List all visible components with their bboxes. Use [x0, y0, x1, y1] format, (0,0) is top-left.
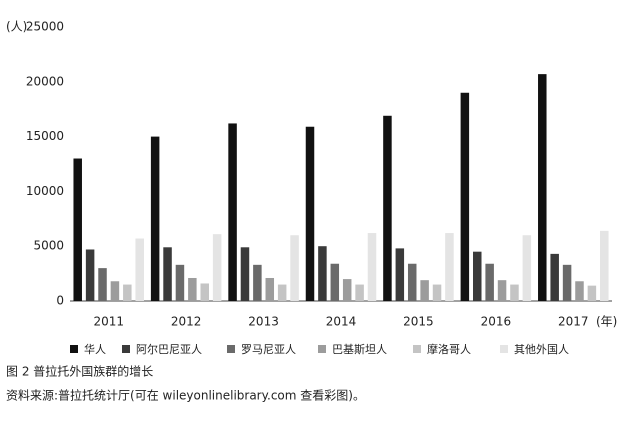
- bar: [228, 123, 237, 301]
- legend-swatch: [227, 345, 235, 353]
- bar: [110, 281, 120, 301]
- y-tick-label: 25000: [26, 20, 64, 34]
- bar: [587, 285, 597, 301]
- bar: [407, 263, 417, 301]
- bar: [600, 230, 609, 301]
- bar: [497, 280, 507, 301]
- legend-swatch: [318, 345, 326, 353]
- bar: [277, 284, 287, 301]
- bar: [135, 238, 144, 301]
- bar: [290, 235, 299, 301]
- x-tick-label: 2011: [93, 315, 124, 329]
- legend-swatch: [500, 345, 508, 353]
- bar: [432, 284, 442, 301]
- legend-label: 其他外国人: [514, 343, 569, 356]
- bar: [355, 284, 364, 301]
- legend-label: 华人: [84, 342, 106, 356]
- x-tick-label: 2016: [481, 315, 512, 329]
- bar: [212, 234, 222, 301]
- bar: [175, 264, 185, 301]
- bar: [342, 279, 352, 301]
- bar: [305, 126, 315, 302]
- bar: [367, 233, 377, 301]
- x-tick-label: 2017: [558, 315, 589, 329]
- bar: [510, 284, 519, 301]
- legend-swatch: [70, 345, 78, 353]
- y-tick-label: 0: [56, 294, 64, 308]
- y-tick-label: 20000: [26, 74, 64, 88]
- bar: [395, 248, 405, 301]
- bar: [550, 253, 559, 301]
- x-tick-label: 2013: [248, 315, 279, 329]
- y-tick-label: 15000: [26, 129, 64, 143]
- bar: [200, 283, 209, 301]
- bar: [562, 264, 572, 301]
- caption: 图 2 普拉托外国族群的增长: [6, 364, 153, 379]
- bar: [123, 284, 132, 301]
- bar: [85, 249, 95, 301]
- bar: [98, 268, 107, 301]
- legend-swatch: [122, 345, 130, 353]
- bar: [253, 264, 262, 301]
- x-axis-label: (年): [596, 315, 617, 329]
- legend-label: 罗马尼亚人: [241, 343, 296, 356]
- x-tick-label: 2014: [326, 315, 357, 329]
- bar: [150, 136, 160, 301]
- bar: [188, 277, 197, 301]
- x-tick-label: 2012: [171, 315, 202, 329]
- bar: [522, 235, 532, 301]
- legend-label: 摩洛哥人: [427, 342, 471, 356]
- legend-label: 阿尔巴尼亚人: [136, 343, 202, 356]
- bar: [538, 74, 547, 302]
- legend-label: 巴基斯坦人: [332, 342, 387, 356]
- x-tick-label: 2015: [403, 315, 434, 329]
- bar: [420, 280, 429, 301]
- bar: [383, 115, 392, 301]
- y-tick-label: 10000: [26, 184, 64, 198]
- bar: [473, 251, 482, 301]
- bar: [240, 247, 250, 301]
- bar: [265, 277, 275, 301]
- bar: [460, 92, 470, 301]
- bar: [445, 233, 454, 301]
- source: 资料来源:普拉托统计厅(可在 wileyonlinelibrary.com 查看…: [6, 388, 365, 403]
- bar: [575, 281, 584, 301]
- bar: [485, 263, 494, 301]
- bar: [163, 247, 172, 301]
- bar: [73, 158, 82, 301]
- bar: [330, 263, 340, 301]
- legend-swatch: [413, 345, 421, 353]
- bar: [318, 246, 327, 301]
- y-axis-label: (人): [6, 20, 27, 34]
- y-tick-label: 5000: [33, 239, 64, 253]
